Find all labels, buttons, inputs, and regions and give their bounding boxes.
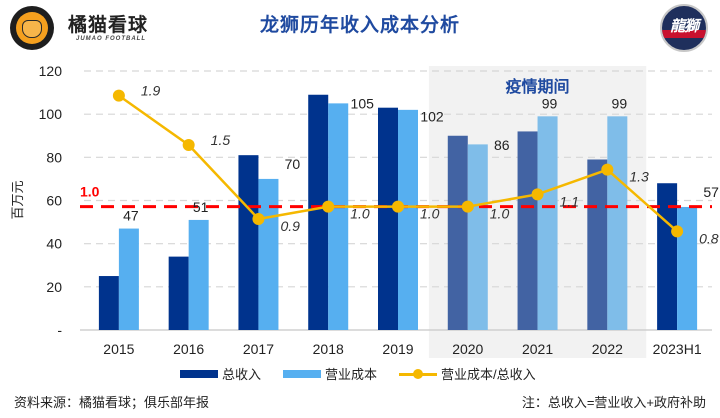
ratio-point [392,200,404,213]
legend-item-ratio: 营业成本/总收入 [399,364,536,383]
ratio-value-label: 1.0 [350,206,370,222]
team-logo-stripe [662,30,706,38]
team-logo-text: 龍獅 [669,18,699,35]
ratio-point [112,89,125,102]
bar-revenue [657,183,678,330]
covid-band-label: 疫情期间 [506,77,570,96]
ratio-point [182,139,195,151]
bar-cost [677,206,698,330]
brand-subtitle: JUMAO FOOTBALL [76,36,146,42]
x-tick-label: 2018 [313,341,344,357]
ratio-point [252,213,265,225]
reference-line-label: 1.0 [80,184,100,200]
x-tick-label: 2017 [243,341,274,357]
y-tick-label: 100 [39,106,63,122]
y-tick-label: 120 [39,63,63,79]
bar-cost [467,144,488,330]
bar-revenue [447,135,468,330]
cat-face-icon [22,20,42,38]
bar-cost-value-label: 86 [494,137,510,153]
source-note: 资料来源：橘猫看球；俱乐部年报 [14,395,210,410]
legend-swatch-cost [283,369,322,378]
legend-swatch-revenue [180,369,218,378]
y-tick-label: 40 [46,236,62,252]
legend-item-cost: 营业成本 [283,364,377,383]
legend-label-ratio: 营业成本/总收入 [441,367,536,382]
bar-cost [607,116,628,330]
footnote: 注：总收入=营业收入+政府补助 [521,395,706,410]
chart-title: 龙狮历年收入成本分析 [259,15,460,36]
bar-cost-value-label: 105 [351,96,375,112]
bar-cost [328,103,349,330]
legend: 总收入 营业成本 营业成本/总收入 [180,364,558,383]
bar-revenue [308,94,329,330]
bar-cost-value-label: 57 [703,184,719,200]
y-tick-label: 60 [46,193,62,209]
bar-revenue [517,131,538,330]
ratio-value-label: 1.5 [211,132,231,148]
x-tick-label: 2020 [452,341,483,357]
x-tick-label: 2021 [522,341,553,357]
ratio-value-label: 1.0 [420,206,440,222]
team-logo: 龍獅 [660,4,708,52]
bar-revenue [587,159,608,330]
label-layer: 疫情期间 - 20 40 60 80 100 120 47 2015 51 2016 70 2017 105… [39,63,719,357]
ratio-value-label: 1.3 [629,169,649,185]
bar-cost [537,116,558,330]
ratio-value-label: 1.0 [490,206,510,222]
ratio-point [461,200,474,213]
ratio-point [531,188,544,201]
legend-swatch-ratio [399,367,438,381]
x-tick-label: 2016 [173,341,204,357]
x-tick-label: 2015 [103,341,134,357]
bar-revenue [238,155,259,330]
ratio-value-label: 1.9 [141,83,161,99]
bar-cost [258,178,279,330]
y-tick-label: 20 [46,279,62,295]
y-tick-label: - [57,322,62,338]
x-tick-label: 2022 [592,341,623,357]
y-axis-label: 百万元 [10,180,25,219]
bar-cost-value-label: 99 [612,95,628,111]
bar-cost [398,109,418,330]
bar-revenue [98,276,119,330]
x-tick-label: 2023H1 [653,341,702,357]
bar-revenue [378,107,398,330]
ratio-point [601,163,614,176]
bar-cost-value-label: 51 [193,199,209,215]
bar-cost-value-label: 99 [542,95,558,111]
bar-cost [118,228,139,330]
bar-revenue [168,256,189,330]
ratio-value-label: 0.8 [699,230,719,246]
ratio-value-label: 0.9 [280,218,300,234]
legend-item-revenue: 总收入 [180,364,261,383]
ratio-point [671,225,684,238]
x-tick-label: 2019 [382,341,413,357]
bar-cost [188,219,209,330]
brand-logo [10,6,54,50]
legend-label-cost: 营业成本 [325,367,378,382]
legend-label-revenue: 总收入 [222,367,262,382]
bar-cost-value-label: 47 [123,208,139,224]
bar-cost-value-label: 102 [420,109,444,125]
y-tick-label: 80 [46,149,62,165]
ratio-line-layer [112,89,684,238]
ratio-value-label: 1.1 [560,193,579,209]
brand-name: 橘猫看球 [68,15,149,36]
bar-cost-value-label: 70 [285,156,301,172]
ratio-point [322,200,335,213]
